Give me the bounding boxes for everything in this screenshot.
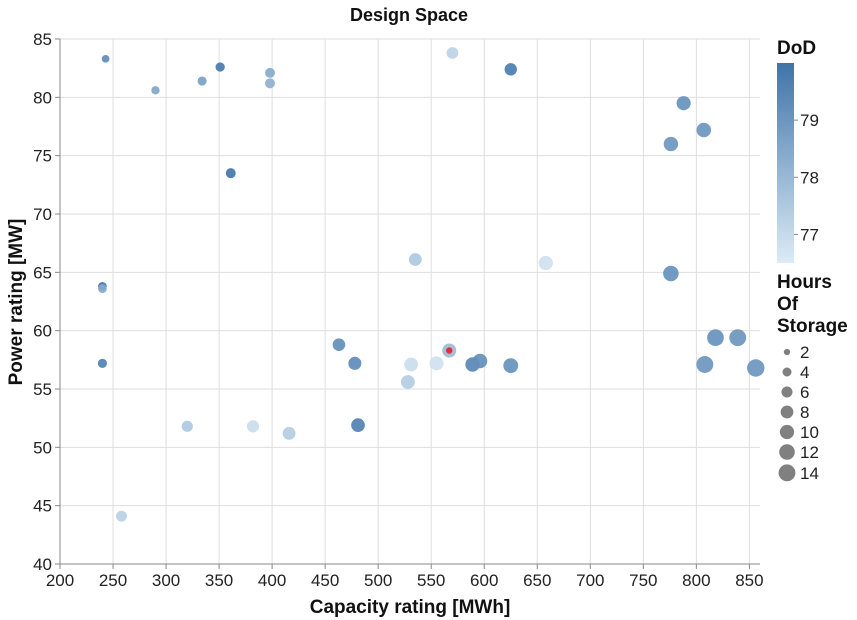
x-tick-label: 700 <box>576 571 604 590</box>
y-tick-label: 80 <box>33 88 52 107</box>
data-point <box>351 418 365 433</box>
data-point <box>696 356 714 373</box>
highlighted-point <box>446 347 453 354</box>
y-tick-label: 55 <box>33 380 52 399</box>
color-legend-label: 79 <box>800 111 819 130</box>
gridlines <box>59 38 760 565</box>
color-gradient-bar <box>777 63 794 263</box>
size-legend-symbol <box>779 424 795 440</box>
data-point <box>197 76 207 86</box>
data-point <box>696 122 712 138</box>
data-point <box>265 78 275 89</box>
data-point <box>707 329 724 347</box>
data-point <box>538 255 553 271</box>
size-legend-title-line-3: Storage <box>777 316 848 337</box>
x-tick-label: 300 <box>152 571 180 590</box>
data-point <box>503 358 519 374</box>
data-point <box>446 47 459 59</box>
data-points <box>97 47 765 522</box>
x-tick-label: 850 <box>735 571 763 590</box>
data-point <box>348 356 362 370</box>
data-point <box>246 420 260 433</box>
data-point <box>663 136 679 152</box>
color-legend-ticks: 77 78 79 <box>794 111 819 244</box>
chart-title: Design Space <box>350 5 468 25</box>
y-tick-label: 65 <box>33 263 52 282</box>
size-legend-symbol <box>783 348 791 356</box>
data-point <box>404 357 418 372</box>
size-legend-title-line-2: Of <box>777 294 799 315</box>
size-legend-symbol <box>778 464 796 482</box>
size-legend-label: 6 <box>800 383 809 402</box>
x-tick-label: 750 <box>629 571 657 590</box>
size-legend-label: 10 <box>800 423 819 442</box>
data-point <box>98 284 107 294</box>
x-tick-label: 600 <box>470 571 498 590</box>
size-legend-label: 2 <box>800 343 809 362</box>
data-point <box>225 168 236 179</box>
color-legend: DoD 77 78 79 <box>777 38 819 263</box>
size-legend-symbol <box>781 386 793 398</box>
data-point <box>747 359 765 377</box>
data-point <box>151 86 160 95</box>
data-point <box>181 420 193 432</box>
data-point <box>101 55 110 63</box>
data-point <box>729 329 747 347</box>
x-tick-label: 500 <box>364 571 392 590</box>
size-legend-label: 14 <box>800 464 819 483</box>
size-legend-label: 12 <box>800 443 819 462</box>
color-legend-title: DoD <box>777 38 816 59</box>
data-point <box>504 63 517 76</box>
data-point <box>408 253 422 266</box>
x-axis-ticks: 200 250 300 350 400 450 500 550 600 650 700 750 800 8… <box>46 564 764 590</box>
y-tick-label: 50 <box>33 438 52 457</box>
data-point <box>663 265 679 282</box>
y-tick-label: 45 <box>33 497 52 516</box>
x-tick-label: 400 <box>258 571 286 590</box>
size-legend-title-line-1: Hours <box>777 272 832 293</box>
x-tick-label: 650 <box>523 571 551 590</box>
data-point <box>332 338 346 351</box>
size-legend-symbol <box>780 405 794 419</box>
y-tick-label: 40 <box>33 555 52 574</box>
color-legend-label: 77 <box>800 225 819 244</box>
x-tick-label: 550 <box>417 571 445 590</box>
size-legend-label: 4 <box>800 363 809 382</box>
size-legend-symbol <box>782 367 792 377</box>
y-tick-label: 75 <box>33 147 52 166</box>
x-tick-label: 450 <box>311 571 339 590</box>
y-tick-label: 85 <box>33 30 52 49</box>
size-legend-symbol <box>779 444 795 460</box>
data-point <box>429 356 444 371</box>
data-point <box>215 62 225 72</box>
x-tick-label: 350 <box>205 571 233 590</box>
data-point <box>676 96 691 111</box>
size-legend-label: 8 <box>800 403 809 422</box>
data-point <box>97 358 108 368</box>
data-point <box>116 510 127 522</box>
data-point <box>400 375 415 389</box>
y-tick-label: 70 <box>33 205 52 224</box>
y-axis-title: Power rating [MW] <box>6 219 27 386</box>
y-tick-label: 60 <box>33 322 52 341</box>
y-axis-ticks: 40 45 50 55 60 65 70 75 80 85 <box>33 30 60 574</box>
x-tick-label: 800 <box>682 571 710 590</box>
data-point <box>265 67 275 78</box>
x-axis-title: Capacity rating [MWh] <box>310 597 511 618</box>
data-point <box>472 353 488 369</box>
x-tick-label: 250 <box>99 571 127 590</box>
color-legend-label: 78 <box>800 168 819 187</box>
x-tick-label: 200 <box>46 571 74 590</box>
data-point <box>282 426 296 440</box>
plot-area <box>60 39 760 564</box>
